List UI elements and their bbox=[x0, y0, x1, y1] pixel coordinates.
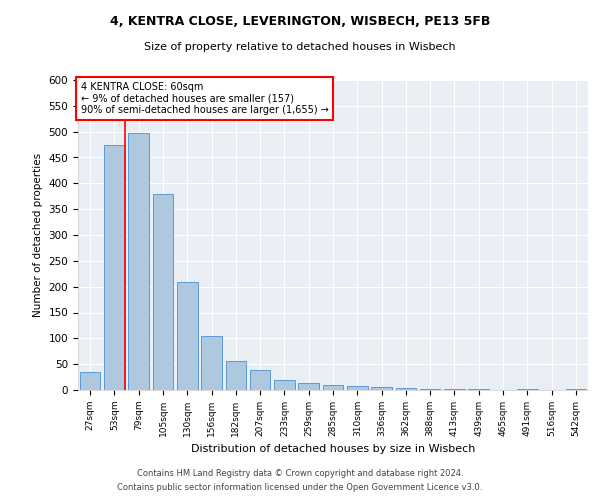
Text: 4, KENTRA CLOSE, LEVERINGTON, WISBECH, PE13 5FB: 4, KENTRA CLOSE, LEVERINGTON, WISBECH, P… bbox=[110, 15, 490, 28]
Bar bbox=[298, 384, 319, 390]
Bar bbox=[250, 370, 271, 390]
Bar bbox=[128, 132, 149, 390]
Text: Contains HM Land Registry data © Crown copyright and database right 2024.: Contains HM Land Registry data © Crown c… bbox=[137, 468, 463, 477]
Bar bbox=[104, 144, 125, 390]
Bar bbox=[226, 360, 246, 390]
Bar bbox=[371, 388, 392, 390]
Bar bbox=[323, 385, 343, 390]
Y-axis label: Number of detached properties: Number of detached properties bbox=[33, 153, 43, 317]
Bar bbox=[152, 194, 173, 390]
Bar bbox=[420, 389, 440, 390]
Bar bbox=[80, 372, 100, 390]
Bar bbox=[201, 336, 222, 390]
Bar bbox=[274, 380, 295, 390]
X-axis label: Distribution of detached houses by size in Wisbech: Distribution of detached houses by size … bbox=[191, 444, 475, 454]
Bar bbox=[177, 282, 197, 390]
Text: Size of property relative to detached houses in Wisbech: Size of property relative to detached ho… bbox=[144, 42, 456, 52]
Bar bbox=[347, 386, 368, 390]
Text: 4 KENTRA CLOSE: 60sqm
← 9% of detached houses are smaller (157)
90% of semi-deta: 4 KENTRA CLOSE: 60sqm ← 9% of detached h… bbox=[80, 82, 328, 115]
Text: Contains public sector information licensed under the Open Government Licence v3: Contains public sector information licen… bbox=[118, 484, 482, 492]
Bar bbox=[395, 388, 416, 390]
